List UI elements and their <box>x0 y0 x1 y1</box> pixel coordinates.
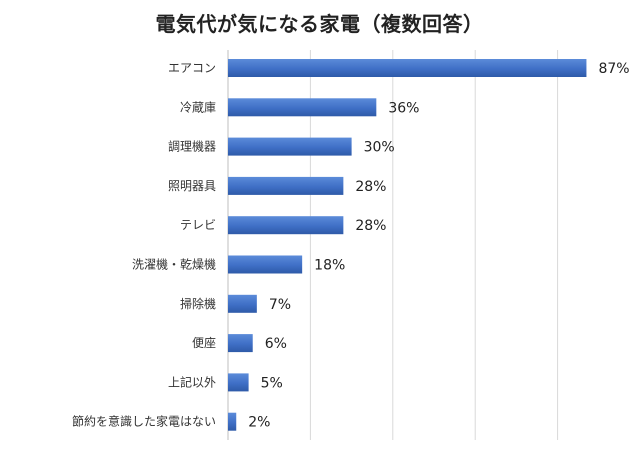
value-label: 2% <box>248 415 270 431</box>
category-label: 便座 <box>192 335 216 350</box>
value-label: 6% <box>265 336 287 352</box>
category-label: 節約を意識した家電はない <box>72 414 216 429</box>
bars <box>228 59 587 431</box>
category-label: 照明器具 <box>168 179 216 193</box>
bar <box>228 334 253 353</box>
category-label: テレビ <box>180 218 216 232</box>
value-label: 5% <box>261 375 283 391</box>
value-label: 18% <box>314 258 345 274</box>
labels: エアコン 87% 冷蔵庫 36% 調理機器 30% 照明器具 28% テレビ 28% 洗濯機・乾燥機… <box>72 61 630 431</box>
bar <box>228 294 257 313</box>
value-label: 7% <box>269 297 291 313</box>
value-label: 28% <box>355 179 386 195</box>
value-label: 28% <box>355 218 386 234</box>
bar <box>228 176 344 195</box>
bar <box>228 216 344 235</box>
bar <box>228 255 303 274</box>
category-label: 洗濯機・乾燥機 <box>132 257 216 272</box>
category-label: 上記以外 <box>168 374 216 389</box>
bar <box>228 59 587 77</box>
category-label: 調理機器 <box>168 139 216 154</box>
value-label: 87% <box>598 61 629 77</box>
category-label: 冷蔵庫 <box>180 100 216 114</box>
bar <box>228 98 377 117</box>
value-label: 36% <box>388 100 419 116</box>
bar <box>228 373 249 392</box>
category-label: エアコン <box>168 61 216 75</box>
bar <box>228 137 352 156</box>
chart-title: 電気代が気になる家電（複数回答） <box>155 12 484 36</box>
bar <box>228 412 237 431</box>
category-label: 掃除機 <box>180 296 216 311</box>
value-label: 30% <box>364 140 395 156</box>
